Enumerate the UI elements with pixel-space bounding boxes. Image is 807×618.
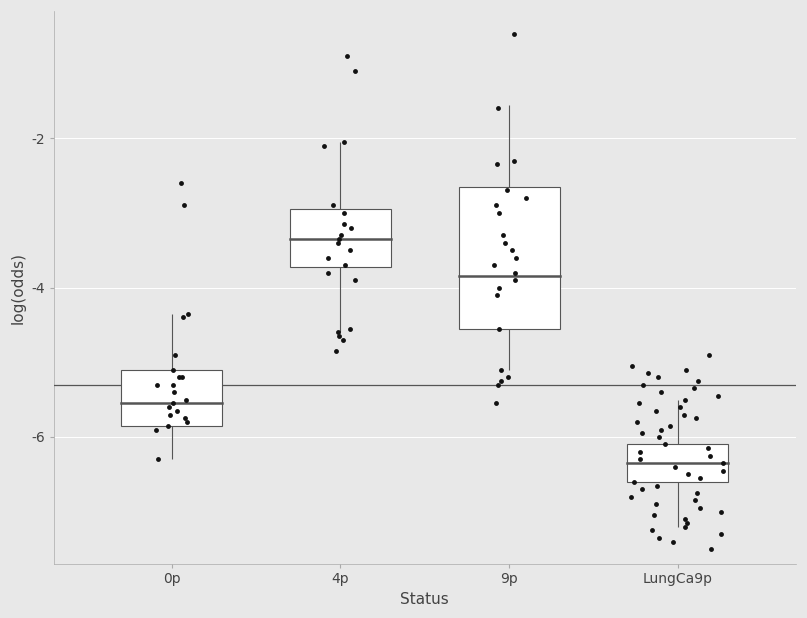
- Bar: [627, 444, 729, 482]
- Bar: [458, 187, 560, 329]
- Bar: [290, 209, 391, 266]
- X-axis label: Status: Status: [400, 592, 449, 607]
- Bar: [121, 370, 223, 426]
- Y-axis label: log(odds): log(odds): [11, 252, 26, 324]
